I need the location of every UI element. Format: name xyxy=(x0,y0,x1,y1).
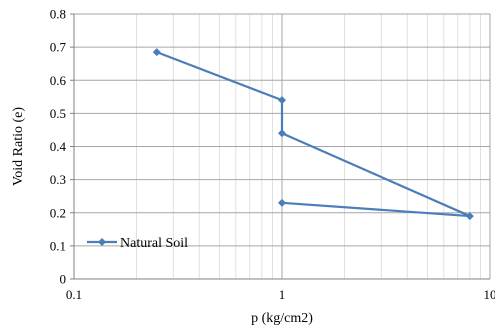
x-tick-label: 10 xyxy=(484,287,495,302)
y-tick-label: 0.5 xyxy=(50,106,66,121)
y-tick-label: 0.1 xyxy=(50,238,66,253)
series-line xyxy=(156,51,471,218)
y-tick-label: 0.2 xyxy=(50,205,66,220)
x-tick-label: 1 xyxy=(279,287,286,302)
y-tick-label: 0.4 xyxy=(50,139,67,154)
data-point-marker xyxy=(278,129,286,138)
x-tick-label: 0.1 xyxy=(66,287,82,302)
y-tick-labels: 0 0.1 0.2 0.3 0.4 0.5 0.6 0.7 0.8 xyxy=(50,7,67,287)
axes xyxy=(70,13,490,280)
x-tick-labels: 0.1 1 10 xyxy=(66,287,495,302)
y-tick-label: 0.6 xyxy=(50,73,67,88)
data-point-marker xyxy=(278,96,286,105)
legend-label: Natural Soil xyxy=(120,236,188,251)
y-tick-label: 0.3 xyxy=(50,172,66,187)
y-axis-title: Void Ratio (e) xyxy=(11,107,26,186)
series-group xyxy=(152,48,474,221)
x-axis-title: p (kg/cm2) xyxy=(251,311,313,326)
data-point-marker xyxy=(152,48,161,57)
legend-swatch-marker xyxy=(98,238,106,246)
y-tick-label: 0 xyxy=(60,272,67,287)
y-tick-label: 0.8 xyxy=(50,7,66,22)
data-point-marker xyxy=(465,212,474,221)
y-tick-label: 0.7 xyxy=(50,40,67,55)
data-point-marker xyxy=(278,198,286,207)
legend: Natural Soil xyxy=(87,236,188,251)
